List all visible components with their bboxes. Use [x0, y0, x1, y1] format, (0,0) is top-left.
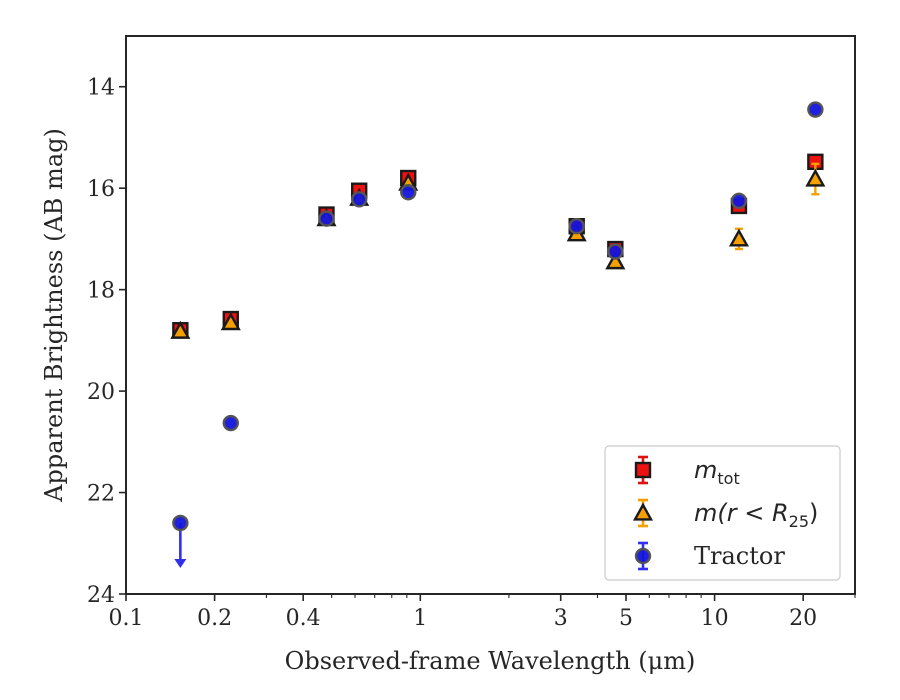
series-circle: [172, 101, 824, 568]
triangle-marker: [728, 228, 749, 247]
y-tick-label: 22: [87, 482, 115, 507]
x-tick-label: 3: [554, 606, 568, 631]
circle-marker: [634, 547, 652, 565]
x-tick-label: 10: [701, 606, 729, 631]
x-axis-label: Observed-frame Wavelength (μm): [285, 647, 696, 675]
triangle-marker: [220, 312, 241, 331]
circle-marker: [400, 184, 417, 201]
circle-marker: [318, 210, 335, 227]
circle-marker: [350, 191, 368, 208]
triangle-marker: [170, 320, 191, 339]
legend-label: m(r < R25): [694, 499, 818, 531]
data-markers: [170, 101, 826, 568]
x-tick-label: 1: [413, 606, 427, 631]
y-axis-label: Apparent Brightness (AB mag): [40, 128, 68, 503]
y-tick-label: 18: [87, 279, 115, 304]
series-triangle: [170, 162, 826, 339]
series-square: [172, 153, 824, 339]
x-axis-ticks: 0.1 0.2 0.4 1 3 5 10 20: [109, 594, 856, 631]
plot-frame: [125, 35, 856, 595]
y-tick-label: 24: [87, 583, 115, 608]
x-tick-label: 20: [789, 606, 817, 631]
y-tick-label: 14: [87, 76, 115, 101]
triangle-marker: [632, 502, 654, 521]
legend-frame: [604, 445, 841, 581]
circle-marker: [222, 414, 239, 432]
upper-limit-arrowhead: [174, 558, 187, 568]
triangle-marker: [605, 251, 626, 270]
legend-label: Tractor: [694, 542, 785, 570]
square-marker: [634, 461, 652, 479]
x-tick-label: 0.2: [197, 606, 232, 631]
y-tick-label: 16: [87, 177, 115, 202]
x-tick-label: 0.1: [109, 606, 144, 631]
legend-label: mtot: [694, 456, 740, 488]
circle-marker: [568, 218, 585, 235]
circle-marker: [172, 514, 189, 532]
x-tick-label: 0.4: [286, 606, 321, 631]
circle-marker: [807, 101, 824, 118]
y-tick-label: 20: [87, 380, 115, 405]
circle-marker: [730, 192, 748, 210]
x-tick-label: 5: [619, 606, 633, 631]
y-axis-ticks: 14 16 18 20 22 24: [87, 76, 126, 608]
circle-marker: [607, 243, 624, 260]
triangle-marker: [805, 168, 826, 187]
legend: mtot m(r < R25) Tractor: [604, 445, 841, 581]
